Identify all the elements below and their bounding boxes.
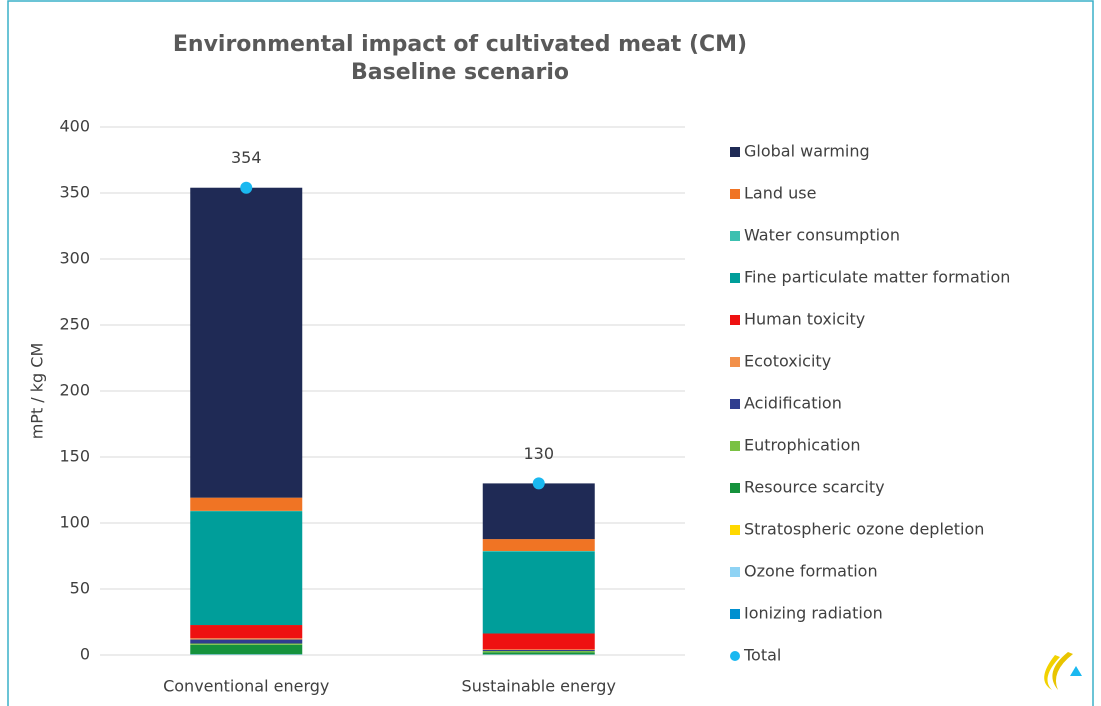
legend-label: Land use — [744, 184, 816, 203]
data-label: 354 — [231, 148, 262, 167]
bar-segment — [482, 649, 595, 652]
bar-segment — [190, 511, 303, 626]
chart-title: Environmental impact of cultivated meat … — [173, 32, 747, 57]
legend-label: Resource scarcity — [744, 478, 885, 497]
bar-segment — [482, 551, 595, 634]
total-marker — [240, 181, 253, 194]
legend-label: Human toxicity — [744, 310, 865, 329]
bar-segment — [482, 539, 595, 551]
y-tick-label: 100 — [59, 513, 90, 532]
bar-segment — [482, 550, 595, 552]
legend-swatch — [730, 315, 740, 325]
bar-segment — [482, 651, 595, 653]
total-marker — [532, 477, 545, 490]
legend-label: Eutrophication — [744, 436, 861, 455]
bar-segment — [190, 510, 303, 512]
legend-swatch — [730, 567, 740, 577]
y-axis-label: mPt / kg CM — [28, 343, 47, 440]
y-tick-label: 350 — [59, 183, 90, 202]
legend-label: Ecotoxicity — [744, 352, 831, 371]
bar-segment — [482, 652, 595, 655]
logo — [1044, 652, 1082, 690]
x-tick-label: Conventional energy — [163, 677, 329, 696]
y-tick-label: 150 — [59, 447, 90, 466]
legend-label: Global warming — [744, 142, 870, 161]
bar-segment — [190, 638, 303, 640]
y-tick-label: 250 — [59, 315, 90, 334]
legend-swatch — [730, 609, 740, 619]
bar-segment — [190, 625, 303, 639]
bar-segment — [190, 497, 303, 511]
bar-segment — [482, 633, 595, 650]
legend-marker — [730, 651, 740, 661]
y-tick-label: 0 — [80, 645, 90, 664]
bar-segment — [190, 644, 303, 655]
legend-swatch — [730, 399, 740, 409]
legend-swatch — [730, 189, 740, 199]
x-tick-label: Sustainable energy — [462, 677, 616, 696]
chart-frame — [7, 0, 1094, 706]
legend-label: Ionizing radiation — [744, 604, 883, 623]
legend-swatch — [730, 483, 740, 493]
legend-swatch — [730, 231, 740, 241]
bar-segment — [482, 649, 595, 650]
legend-swatch — [730, 273, 740, 283]
legend-label: Ozone formation — [744, 562, 878, 581]
legend-label: Stratospheric ozone depletion — [744, 520, 984, 539]
legend-label: Total — [743, 646, 781, 665]
y-tick-label: 300 — [59, 249, 90, 268]
legend-swatch — [730, 525, 740, 535]
legend-swatch — [730, 441, 740, 451]
data-label: 130 — [523, 444, 554, 463]
bar-segment — [190, 639, 303, 644]
legend-label: Water consumption — [744, 226, 900, 245]
bar-segment — [482, 483, 595, 540]
legend-label: Fine particulate matter formation — [744, 268, 1010, 287]
bar-segment — [190, 187, 303, 498]
y-tick-label: 50 — [70, 579, 90, 598]
legend-swatch — [730, 357, 740, 367]
legend-label: Acidification — [744, 394, 842, 413]
chart-subtitle: Baseline scenario — [351, 60, 569, 85]
y-tick-label: 200 — [59, 381, 90, 400]
bar-segment — [190, 643, 303, 645]
legend-swatch — [730, 147, 740, 157]
y-tick-label: 400 — [59, 117, 90, 136]
